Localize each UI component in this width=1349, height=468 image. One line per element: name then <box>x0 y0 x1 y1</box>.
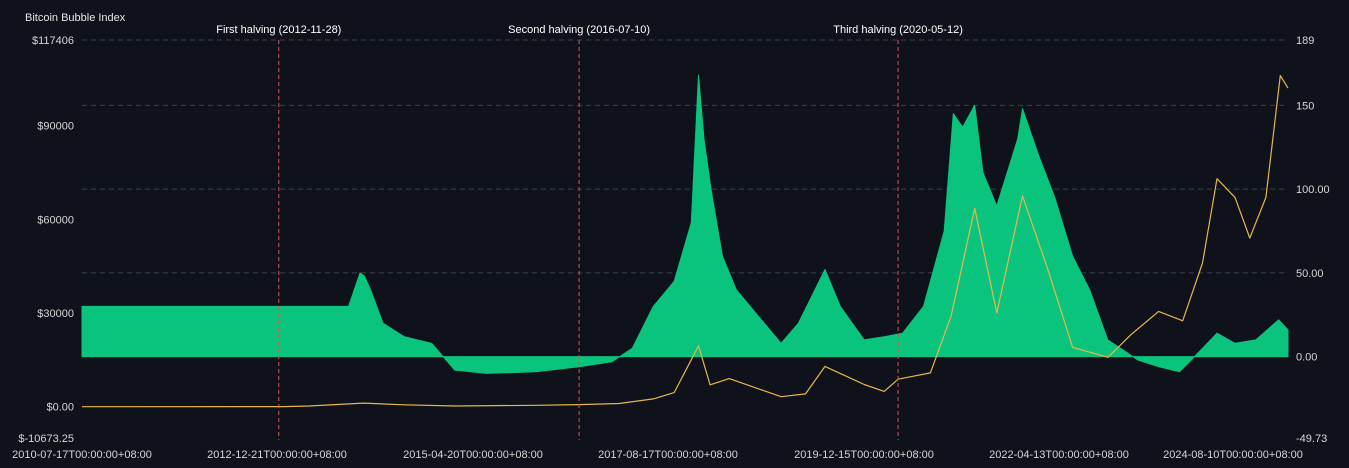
right-axis-tick-label: 189 <box>1296 35 1314 47</box>
x-axis-tick-label: 2019-12-15T00:00:00+08:00 <box>794 449 934 461</box>
left-axis-tick-label: $30000 <box>37 308 74 320</box>
price-line-layer <box>81 75 1289 408</box>
right-axis-tick-label: 0.00 <box>1296 352 1317 364</box>
left-axis-tick-label: $0.00 <box>46 402 74 414</box>
axis-labels: $-10673.25 $0.00 $30000 $60000 $90000 $117406… <box>12 35 1330 461</box>
x-axis-tick-label: 2010-07-17T00:00:00+08:00 <box>12 449 152 461</box>
x-axis-tick-label: 2022-04-13T00:00:00+08:00 <box>989 449 1129 461</box>
left-axis-tick-label: $-10673.25 <box>18 433 74 445</box>
right-axis-tick-label: -49.73 <box>1296 433 1327 445</box>
price-line <box>81 75 1289 408</box>
halving-label-2: Second halving (2016-07-10) <box>508 24 650 36</box>
right-axis-tick-label: 50.00 <box>1296 268 1324 280</box>
x-axis-tick-label: 2017-08-17T00:00:00+08:00 <box>598 449 738 461</box>
halving-label-1: First halving (2012-11-28) <box>216 24 341 36</box>
right-axis-tick-label: 100.00 <box>1296 184 1330 196</box>
halving-annotations: First halving (2012-11-28) Second halving… <box>216 24 963 440</box>
x-axis-tick-label: 2012-12-21T00:00:00+08:00 <box>207 449 347 461</box>
right-axis-tick-label: 150 <box>1296 100 1314 112</box>
x-axis-tick-label: 2024-08-10T00:00:00+08:00 <box>1163 449 1303 461</box>
left-axis-tick-label: $117406 <box>32 35 74 47</box>
halving-label-3: Third halving (2020-05-12) <box>833 24 963 36</box>
x-axis-tick-label: 2015-04-20T00:00:00+08:00 <box>403 449 543 461</box>
left-axis-tick-label: $60000 <box>37 214 74 226</box>
left-axis-tick-label: $90000 <box>37 121 74 133</box>
chart-title: Bitcoin Bubble Index <box>25 12 126 24</box>
bubble-index-area-layer <box>81 74 1289 374</box>
bubble-index-area <box>81 74 1289 374</box>
